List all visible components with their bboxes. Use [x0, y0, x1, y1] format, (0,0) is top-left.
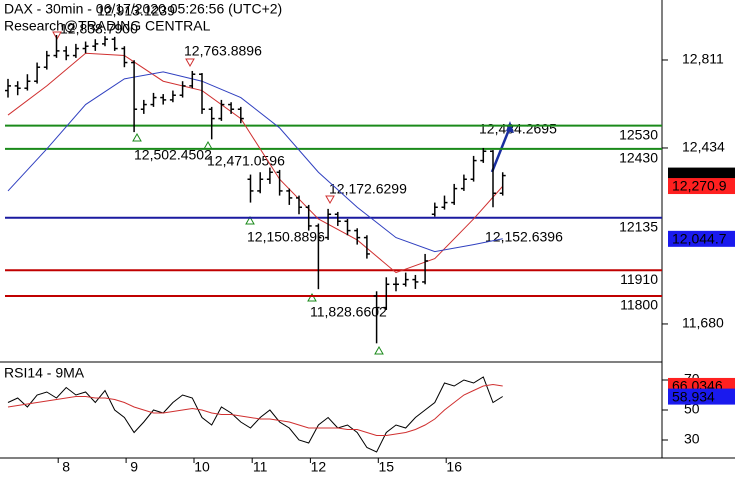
annotation: 12,484.2695 — [479, 121, 557, 137]
low-marker — [307, 292, 317, 302]
low-marker — [132, 132, 142, 142]
annotation: 12,150.8896 — [247, 229, 325, 245]
last-value-label: 12,270.9 — [672, 178, 727, 194]
annotation: 12,152.6396 — [485, 229, 563, 245]
chart-subtitle: Research@TRADING CENTRAL — [4, 18, 211, 34]
x-tick-label: 10 — [194, 459, 210, 475]
last-value-box — [668, 388, 735, 405]
last-value-box — [668, 178, 735, 195]
chart-title: DAX - 30min - 06/17/2020 05:26:56 (UTC+2… — [4, 1, 282, 17]
annotation: 12,172.6299 — [329, 181, 407, 197]
level-label: 11800 — [620, 297, 658, 313]
moving-average — [7, 52, 504, 274]
x-tick-label: 12 — [311, 459, 327, 475]
rsi-ma-line — [7, 383, 503, 436]
level-label: 12430 — [619, 150, 658, 166]
annotation: 12,763.8896 — [184, 43, 262, 59]
last-value-box — [668, 230, 735, 247]
x-tick-label: 11 — [253, 459, 268, 475]
annotation: 12,913.1239 — [97, 3, 175, 19]
rsi-y-tick-label: 30 — [684, 431, 700, 447]
low-marker — [245, 215, 255, 225]
high-marker — [185, 58, 195, 68]
rsi-title: RSI14 - 9MA — [4, 365, 85, 381]
annotation: 12,838.7900 — [60, 21, 138, 37]
y-tick-label: 12,811 — [682, 51, 724, 67]
high-markers — [52, 31, 335, 205]
projection-arrowhead — [506, 121, 514, 133]
annotation: 12,502.4502 — [134, 147, 212, 163]
x-tick-label: 15 — [379, 459, 395, 475]
low-markers — [132, 132, 384, 355]
last-value-label: 58.934 — [672, 388, 715, 404]
level-label: 12530 — [619, 126, 658, 142]
x-tick-label: 8 — [62, 459, 70, 475]
annotation: 11,828.6602 — [310, 304, 387, 320]
rsi-y-tick-label: 50 — [684, 401, 700, 417]
level-label: 11910 — [620, 271, 658, 287]
x-tick-label: 16 — [446, 459, 462, 475]
high-marker — [325, 195, 335, 205]
moving-average — [7, 71, 503, 253]
x-tick-label: 9 — [130, 459, 138, 475]
level-label: 12135 — [619, 218, 658, 234]
y-tick-label: 12,434 — [682, 139, 725, 155]
annotation: 12,471.0596 — [207, 153, 285, 169]
high-marker — [52, 31, 62, 41]
last-value-label: 12,044.7 — [672, 231, 727, 247]
low-marker — [374, 345, 384, 355]
y-tick-label: 11,680 — [682, 315, 724, 331]
